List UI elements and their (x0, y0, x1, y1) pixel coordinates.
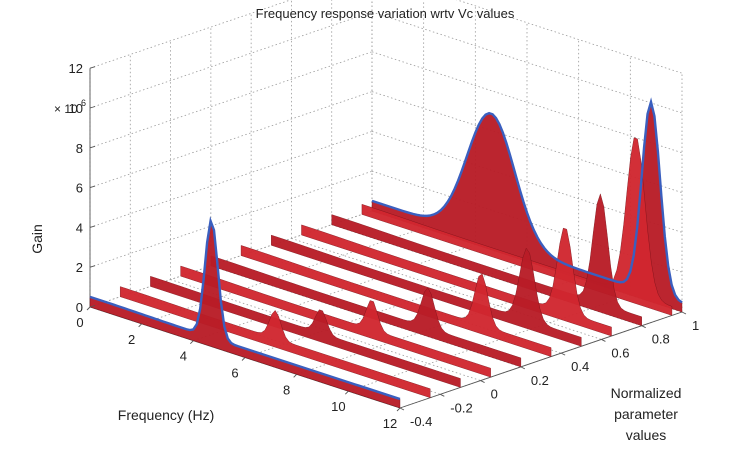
y-tick-label: 0.2 (531, 373, 549, 388)
y-tick-label: -0.4 (410, 414, 432, 429)
gridline (89, 0, 292, 69)
y-tick-label: -0.2 (450, 400, 472, 415)
y-axis-label-line-3: values (626, 427, 666, 443)
z-multiplier-exponent: 6 (81, 98, 86, 108)
surface-strip (240, 245, 552, 357)
x-axis-label: Frequency (Hz) (118, 407, 214, 423)
gridline (371, 51, 683, 154)
y-tick-label: 0.4 (571, 359, 589, 374)
gridline (89, 91, 373, 188)
z-tick-label: 0 (76, 300, 83, 315)
tick-layer: 0 2 4 6 8 10 12 0 2 4 6 8 10 12 -0.4 -0.2 0 0.2 0.4 0.6 0.8 1 (69, 61, 700, 431)
back-edge-curve (371, 97, 683, 304)
y-tick-mark (560, 352, 566, 356)
gridline (141, 227, 424, 325)
gridline (244, 261, 528, 358)
z-axis-label: Gain (29, 224, 45, 254)
x-tick-label: 4 (180, 349, 187, 364)
axis-line (399, 311, 683, 409)
z-tick-label: 2 (76, 260, 83, 275)
grid-layer (89, 0, 683, 409)
x-tick-label: 10 (331, 399, 345, 414)
z-tick-mark (89, 265, 96, 268)
x-tick-mark (241, 357, 246, 361)
z-tick-label: 8 (76, 141, 83, 156)
z-tick-mark (89, 185, 96, 189)
gridline (89, 11, 373, 109)
y-tick-label: 1 (692, 318, 699, 333)
y-tick-mark (681, 311, 687, 315)
x-tick-label: 0 (76, 315, 83, 330)
gridline (348, 294, 631, 392)
y-tick-label: 0 (491, 387, 498, 402)
x-tick-label: 12 (383, 416, 397, 431)
y-tick-label: 0.8 (652, 332, 670, 347)
z-tick-mark (89, 225, 96, 228)
y-tick-mark (520, 366, 526, 370)
y-tick-label: 0.6 (611, 345, 629, 360)
surface-layer (89, 97, 683, 409)
z-tick-label: 12 (69, 61, 83, 76)
x-tick-label: 6 (231, 366, 238, 381)
y-tick-mark (399, 407, 405, 411)
x-tick-mark (190, 340, 194, 344)
y-axis-label-line-2: parameter (614, 406, 678, 422)
x-tick-label: 8 (283, 382, 290, 397)
x-tick-label: 2 (128, 332, 135, 347)
x-tick-mark (86, 306, 91, 311)
z-tick-mark (89, 145, 96, 149)
z-tick-label: 10 (69, 101, 83, 116)
gridline (89, 210, 373, 308)
surface-strip (150, 276, 461, 388)
chart-title: Frequency response variation wrtv Vc val… (256, 6, 515, 21)
y-tick-mark (440, 393, 445, 397)
y-tick-mark (641, 325, 646, 329)
gridline (89, 131, 373, 228)
surface-strip (361, 137, 673, 316)
y-axis-label-line-1: Normalized (611, 385, 682, 401)
z-tick-mark (89, 305, 96, 308)
z-tick-label: 6 (76, 181, 83, 196)
front-edge-curve (89, 216, 401, 401)
z-tick-label: 4 (76, 220, 83, 235)
y-tick-mark (480, 380, 485, 383)
z-tick-mark (89, 106, 96, 109)
gridline (193, 244, 476, 342)
x-tick-mark (345, 390, 349, 395)
x-tick-mark (293, 374, 297, 378)
gridline (89, 51, 373, 149)
z-tick-mark (89, 66, 96, 69)
surface-strip (180, 265, 491, 378)
y-tick-mark (601, 339, 606, 342)
z-multiplier-label: × 10 (54, 102, 78, 116)
x-tick-mark (138, 323, 142, 328)
gridline (89, 170, 373, 268)
x-tick-mark (396, 407, 401, 412)
gridline (371, 11, 683, 114)
